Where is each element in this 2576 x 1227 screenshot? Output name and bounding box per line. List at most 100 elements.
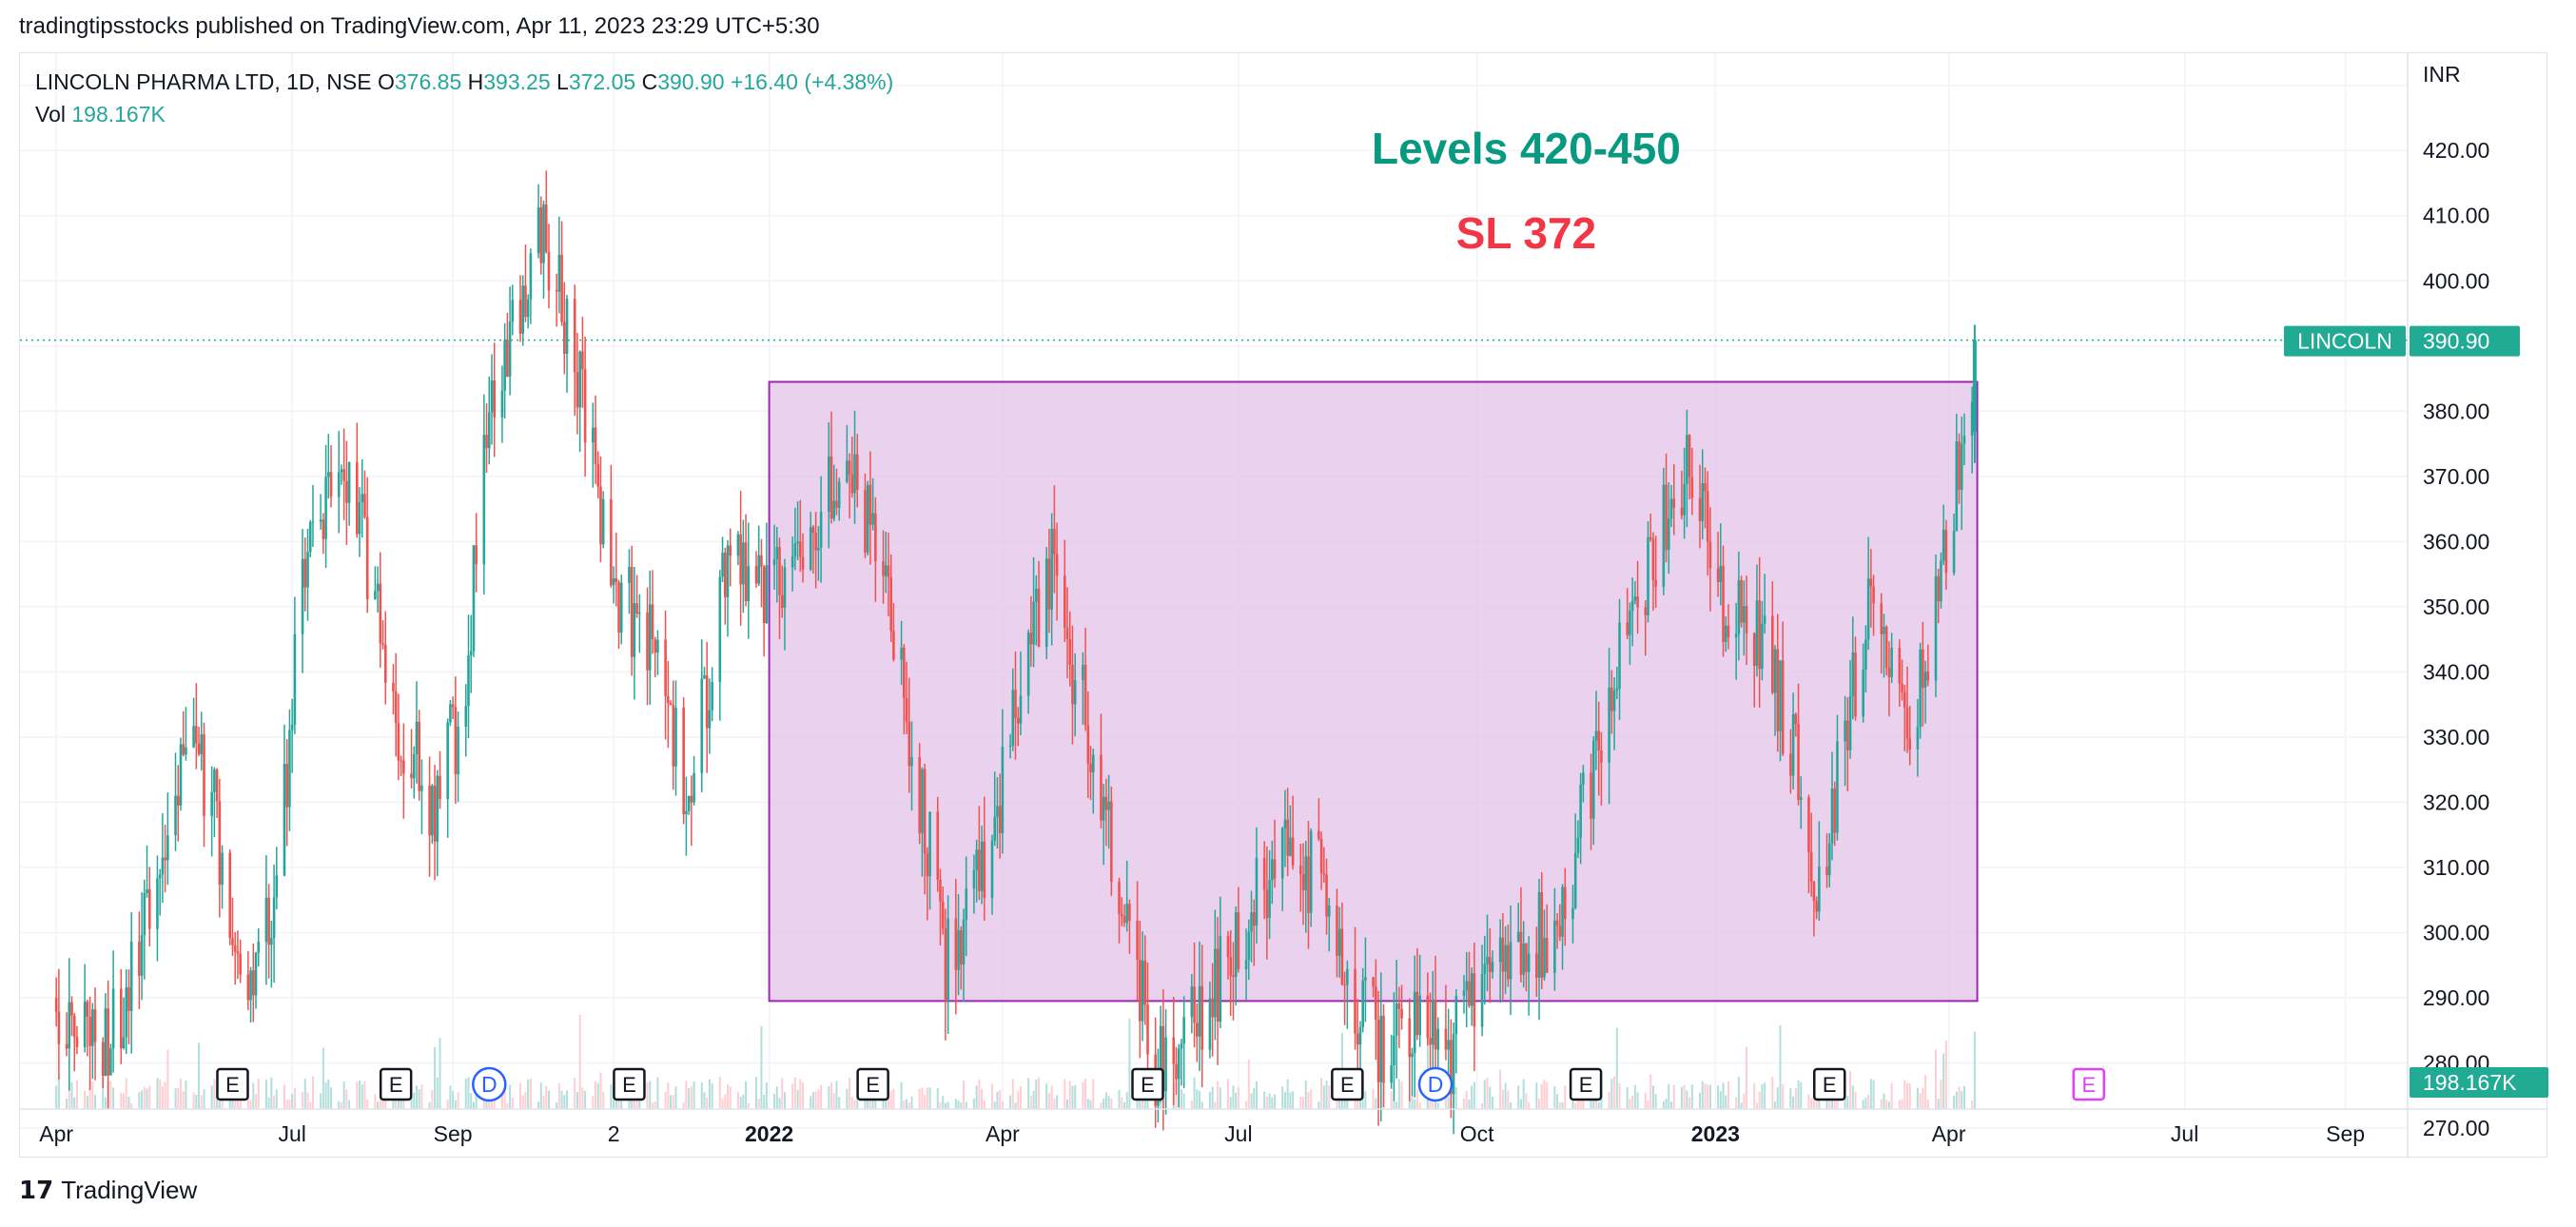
volume-bar [1089,1100,1092,1109]
volume-bar [602,1091,605,1109]
candle-body [946,918,949,1002]
volume-bar [1746,1046,1748,1109]
candle-body [1193,986,1196,1023]
volume-bar [1633,1084,1636,1109]
candle-body [363,494,366,517]
candle-body [446,722,449,800]
candle-body [347,462,351,503]
candle-body [1141,960,1144,1022]
volume-value: 198.167K [71,102,166,127]
candle-body [1779,660,1782,731]
volume-bar [1519,1099,1522,1109]
candle-body [156,878,159,929]
volume-bar [322,1047,324,1109]
candle-body [739,534,742,585]
tradingview-logo-icon: 17 [19,1176,54,1205]
candle-body [742,542,745,585]
volume-bar [311,1076,314,1109]
volume-bar [57,1077,60,1109]
candle-body [903,647,906,698]
volume-bar [413,1092,416,1109]
volume-bar [1400,1081,1403,1109]
candle-body [944,927,947,1002]
volume-bar [1100,1102,1103,1109]
candle-body [65,1043,68,1049]
dividend-marker [1417,1066,1454,1102]
volume-bar [1032,1090,1035,1109]
candle-body [493,380,497,418]
candle-body [832,500,836,519]
volume-bar [965,1101,967,1109]
candle-body [1807,797,1810,852]
candle-body [1724,625,1727,643]
candle-body [340,469,343,473]
volume-bar [846,1088,849,1109]
volume-bar [1029,1096,1032,1109]
candle-body [1102,796,1105,821]
candle-body [290,725,294,730]
candle-body [1716,568,1720,582]
candle-body [1298,865,1302,874]
candle-body [239,953,242,975]
candle-body [1037,589,1041,648]
volume-bar [102,1077,105,1109]
candle-body [457,726,459,774]
volume-bar [1009,1095,1012,1109]
candle-body [1175,1063,1178,1080]
volume-bar [327,1079,330,1109]
candle-body [583,369,587,443]
candle-body [1960,443,1963,490]
volume-bar [511,1097,514,1109]
candle-body [1250,912,1253,932]
candle-body [1962,436,1966,444]
volume-bar [944,1102,946,1109]
candle-body [537,207,540,254]
volume-bar [1851,1085,1854,1109]
volume-bar [999,1090,1002,1109]
price-tick-label: 270.00 [2423,1116,2489,1140]
volume-bar [415,1085,418,1109]
volume-bar [1973,1031,1976,1109]
volume-bar [1107,1096,1110,1109]
volume-bar [198,1042,201,1109]
volume-bar [1869,1079,1872,1109]
candle-body [1415,991,1419,1036]
candle-body [122,1037,126,1048]
volume-bar [1779,1024,1782,1109]
candle-body [1701,482,1705,521]
candle-body [1558,925,1562,937]
candle-body [1704,482,1707,492]
volume-bar [454,1100,457,1109]
chart-canvas[interactable]: Levels 420-450 SL 372 E E D E E E E D E E E INR 270.00… [20,53,2548,1159]
candle-body [1934,575,1938,681]
volume-bar [674,1086,677,1109]
candle-body [760,555,763,567]
close-key: C [642,69,658,94]
candle-body [1468,981,1471,1006]
volume-bar [275,1089,278,1109]
candle-body [1737,579,1741,634]
candle-body [1719,565,1723,582]
candle-body [1771,615,1774,693]
candle-body [700,678,704,773]
volume-bar [1944,1040,1947,1109]
candle-body [88,1017,91,1046]
candle-body [306,552,309,588]
candle-body [544,204,548,252]
candle-body [182,744,185,755]
volume-bar [924,1095,927,1109]
volume-bar [957,1100,960,1109]
candle-body [1271,859,1274,881]
candle-body [1361,980,1365,1028]
candle-body [846,460,849,482]
volume-bar [524,1092,527,1109]
candle-body [1120,913,1123,917]
volume-bar [1283,1091,1286,1109]
volume-bar [1211,1086,1214,1109]
candle-body [506,340,509,377]
candle-body [793,543,797,557]
chart-frame[interactable]: Levels 420-450 SL 372 E E D E E E E D E E E INR 270.00… [19,52,2548,1159]
high-value: 393.25 [483,69,556,94]
candle-body [596,463,600,487]
volume-bar [817,1089,820,1109]
